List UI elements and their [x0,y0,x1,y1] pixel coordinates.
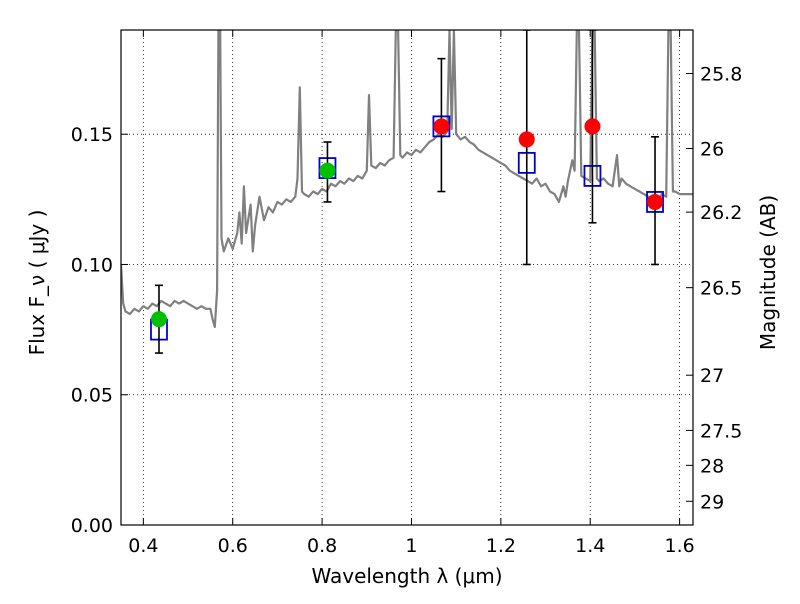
tick-layer: 0.4 0.6 0.8 1 1.2 1.4 1.6 0.00 0.05 0.10 0.15 25.8 2… [71,30,742,557]
x-tick-label: 0.4 [128,535,158,557]
x-tick-label: 1.4 [575,535,605,557]
photometry-point [647,193,664,210]
photometry-point [518,131,535,148]
photometry-point [319,162,336,179]
right-tick-label: 26.5 [700,278,742,300]
x-tick-label: 1.6 [664,535,694,557]
y-tick-label: 0.15 [71,124,113,146]
grid-layer [121,30,693,526]
right-tick-label: 27 [700,365,724,387]
photometry-point [584,118,601,135]
spectrum-line [121,30,693,329]
right-tick-label: 28 [700,455,724,477]
x-tick-label: 0.8 [307,535,337,557]
right-tick-label: 25.8 [700,64,742,86]
x-tick-label: 1 [405,535,417,557]
y-axis-title: Flux F_ν ( μJy ) [25,210,49,356]
right-tick-label: 29 [700,491,724,513]
right-tick-label: 26.2 [700,202,742,224]
photometry-point [433,118,450,135]
plot-layer [121,30,693,354]
y-axis-right-title: Magnitude (AB) [756,195,780,350]
y-tick-label: 0.10 [71,254,113,276]
y-tick-label: 0.05 [71,385,113,407]
x-axis-title: Wavelength λ (μm) [311,564,502,588]
y-tick-label: 0.00 [71,515,113,537]
photometry-point [150,311,167,328]
x-tick-label: 1.2 [486,535,516,557]
x-tick-label: 0.6 [218,535,248,557]
right-tick-label: 27.5 [700,420,742,442]
plot-frame [120,29,694,526]
right-tick-label: 26 [700,139,724,161]
